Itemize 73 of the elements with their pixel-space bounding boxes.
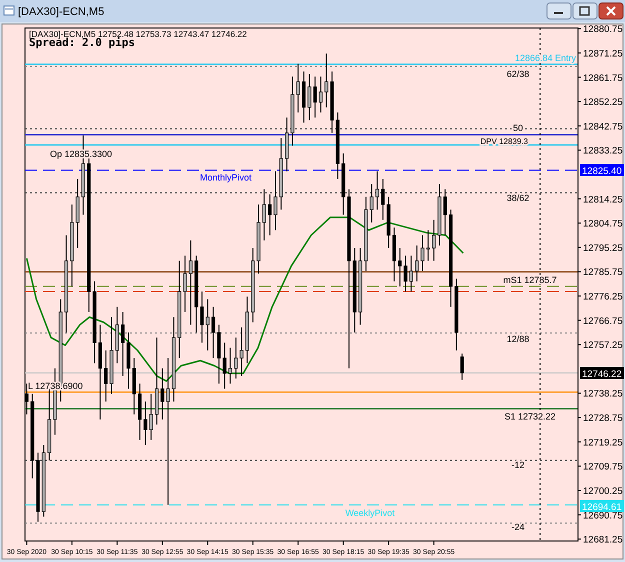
candlestick — [426, 230, 430, 262]
candlestick — [274, 170, 278, 231]
chart-subtitle: [DAX30]-ECN,M5 12752.48 12753.73 12743.47 12746.22 — [29, 29, 248, 39]
candlestick — [144, 401, 148, 446]
candlestick — [222, 342, 226, 390]
candlestick — [211, 306, 216, 359]
candlestick — [443, 188, 447, 236]
line-series — [26, 216, 464, 382]
candlestick — [188, 240, 192, 326]
candlestick — [318, 76, 323, 113]
y-tick-label: 12700.25 — [583, 486, 623, 497]
y-tick-label: 12852.25 — [583, 97, 623, 108]
y-tick-label: 12728.75 — [583, 413, 623, 424]
y-tick-label: 12785.75 — [583, 267, 623, 278]
candlestick — [166, 358, 170, 506]
candlestick — [160, 368, 164, 420]
y-tick-label: 12861.75 — [583, 72, 623, 84]
y-tick-label: 12804.75 — [583, 218, 623, 230]
annotation: 62/38 — [506, 69, 530, 79]
candlestick — [183, 255, 187, 313]
annotation: 50 — [512, 123, 524, 133]
annotation: -12 — [511, 460, 525, 470]
annotation: 38/62 — [506, 193, 530, 203]
candlestick — [375, 170, 380, 210]
y-tick-label: 12795.25 — [583, 242, 623, 254]
ref-line-label: DPV 12839.3 — [480, 137, 529, 146]
candlestick — [262, 188, 266, 241]
y-tick-label: 12833.25 — [583, 146, 623, 157]
candlestick — [121, 312, 125, 376]
candlestick — [415, 244, 419, 282]
y-tick-label: 12690.75 — [583, 510, 623, 522]
candlestick — [398, 248, 402, 287]
candlestick — [432, 219, 436, 262]
y-tick-label: 12766.75 — [583, 316, 623, 327]
y-tick-label: 12776.25 — [583, 292, 623, 303]
chart-title: [DAX30]-ECN,M5 — [18, 6, 104, 18]
candlestick — [313, 76, 317, 118]
candlestick — [404, 255, 408, 292]
ref-line-label: 12866.84 Entry — [514, 53, 576, 64]
ref-line-label: mS1 12785.7 — [503, 274, 557, 285]
annotation: 12/88 — [506, 334, 530, 344]
candlestick — [370, 184, 374, 223]
candlestick — [206, 298, 210, 351]
text: 12694.61 — [582, 502, 622, 513]
ref-line-label: MonthlyPivot — [200, 172, 252, 182]
y-tick-label: 12719.25 — [583, 437, 623, 448]
candlestick — [234, 337, 238, 380]
candlestick — [460, 353, 464, 380]
ref-line-label: S1 12732.22 — [504, 412, 556, 422]
y-tick-label: 12842.75 — [583, 121, 623, 132]
ref-line-label: WeeklyPivot — [345, 508, 396, 518]
text: 12825.40 — [582, 166, 622, 177]
y-tick-label: 12880.75 — [583, 24, 623, 36]
y-tick-label: 12681.25 — [583, 534, 623, 546]
candlestick — [324, 53, 328, 108]
candlestick — [149, 393, 153, 440]
candlestick — [296, 63, 300, 113]
y-tick-label: 12871.25 — [583, 48, 623, 60]
candlestick — [381, 178, 385, 220]
y-tick-label: 12757.25 — [583, 340, 623, 352]
candlestick — [420, 234, 424, 272]
candlestick — [308, 74, 312, 121]
candlestick — [200, 291, 204, 344]
annotation: -24 — [511, 522, 525, 532]
candlestick — [228, 347, 232, 384]
y-tick-label: 12814.25 — [583, 194, 623, 206]
y-tick-label: 12738.25 — [583, 388, 623, 400]
candlestick — [268, 194, 272, 236]
y-tick-label: 12709.75 — [583, 462, 623, 473]
text: 12746.22 — [582, 369, 622, 380]
candlestick — [409, 255, 413, 292]
candlestick — [240, 326, 244, 376]
candlestick — [104, 350, 108, 402]
